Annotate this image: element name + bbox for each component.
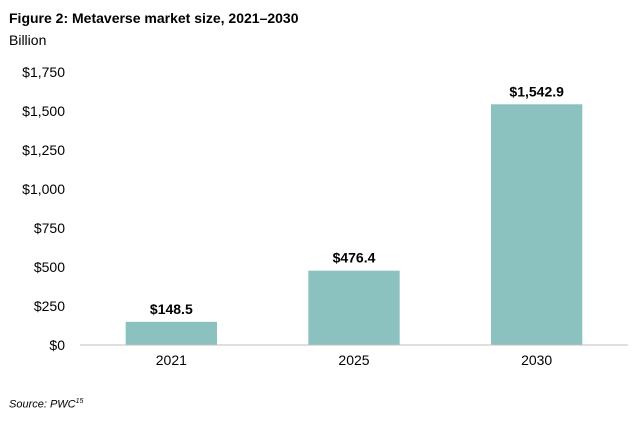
y-tick-label: $1,750 — [22, 64, 65, 80]
y-tick-label: $0 — [49, 337, 65, 353]
source-text: Source: PWC — [9, 398, 76, 411]
y-tick-label: $250 — [34, 298, 65, 314]
data-labels: $148.5 $476.4 $1,542.9 — [150, 83, 564, 317]
source-note: Source: PWC15 — [9, 398, 83, 411]
data-label: $148.5 — [150, 301, 193, 317]
source-footnote-ref: 15 — [75, 398, 84, 405]
bar — [125, 321, 217, 345]
x-axis-ticks: 2021 2025 2030 — [156, 352, 553, 368]
y-tick-label: $1,000 — [22, 181, 65, 197]
y-tick-label: $1,500 — [22, 103, 65, 119]
y-axis-unit-label: Billion — [9, 32, 47, 48]
bar — [308, 270, 400, 345]
data-label: $476.4 — [333, 250, 376, 266]
x-tick-label: 2030 — [521, 352, 552, 368]
x-tick-label: 2021 — [156, 352, 187, 368]
bar — [491, 104, 583, 345]
x-tick-label: 2025 — [338, 352, 369, 368]
data-label: $1,542.9 — [509, 83, 564, 99]
bars — [125, 104, 583, 345]
y-axis-ticks: $0 $250 $500 $750 $1,000 $1,250 $1,500 $1,750 — [22, 64, 65, 353]
y-tick-label: $750 — [34, 220, 65, 236]
y-tick-label: $1,250 — [22, 142, 65, 158]
y-tick-label: $500 — [34, 259, 65, 275]
chart-title: Figure 2: Metaverse market size, 2021–20… — [9, 10, 299, 26]
